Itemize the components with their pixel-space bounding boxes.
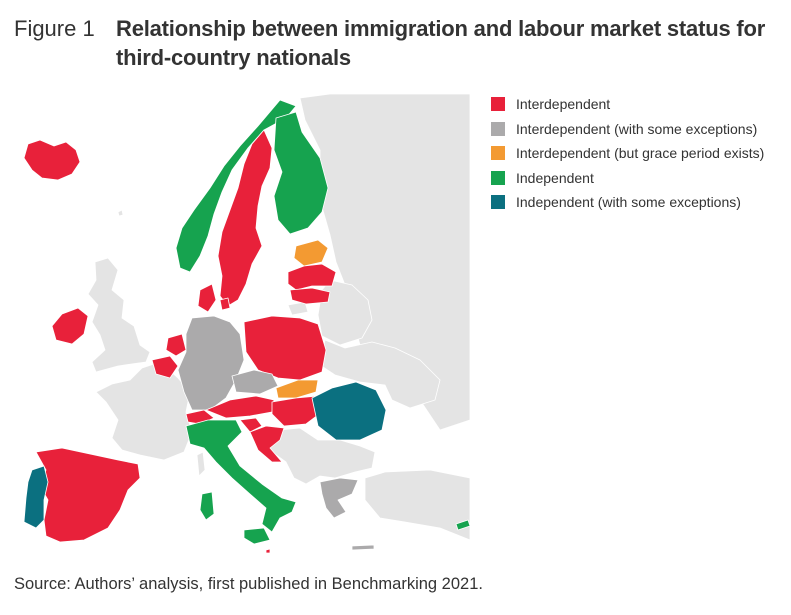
country-latvia xyxy=(287,263,337,291)
country-poland xyxy=(243,315,327,381)
country-germany xyxy=(177,315,245,411)
country-sweden xyxy=(217,129,273,307)
country-spain xyxy=(35,447,141,543)
legend-label: Independent (with some exceptions) xyxy=(516,194,741,211)
country-slovenia xyxy=(239,417,263,433)
legend-swatch xyxy=(491,121,505,136)
region-kaliningrad xyxy=(287,301,309,316)
country-ireland xyxy=(51,307,89,345)
country-denmark xyxy=(197,283,217,313)
legend-item-interdependent-exceptions: Interdependent (with some exceptions) xyxy=(491,117,764,142)
legend-swatch xyxy=(491,97,505,112)
country-denmark-islands xyxy=(219,297,231,311)
legend-label: Interdependent (but grace period exists) xyxy=(516,145,765,162)
country-italy xyxy=(185,419,297,533)
country-iceland xyxy=(23,139,81,181)
country-hungary xyxy=(271,395,323,427)
country-belgium xyxy=(151,355,179,379)
figure-title: Relationship between immigration and lab… xyxy=(116,16,766,70)
country-lithuania xyxy=(289,287,331,305)
figure-label: Figure 1 xyxy=(14,16,95,41)
region-france xyxy=(95,361,193,461)
legend-swatch xyxy=(491,170,505,185)
region-corsica xyxy=(196,451,206,477)
country-italy-sardinia xyxy=(199,491,215,521)
region-turkey xyxy=(364,469,471,541)
country-greece xyxy=(319,477,359,519)
country-cyprus xyxy=(455,519,471,531)
region-faroe xyxy=(117,209,124,217)
country-croatia xyxy=(249,425,285,463)
country-slovakia xyxy=(275,379,319,399)
region-ukraine xyxy=(319,339,441,409)
legend-label: Interdependent (with some exceptions) xyxy=(516,120,758,137)
legend-item-interdependent: Interdependent xyxy=(491,92,764,117)
country-malta xyxy=(265,548,271,554)
source-note: Source: Authors’ analysis, first publish… xyxy=(14,575,483,593)
legend-label: Independent xyxy=(516,169,594,186)
legend-swatch xyxy=(491,146,505,161)
legend-item-grace-period: Interdependent (but grace period exists) xyxy=(491,141,764,166)
legend-item-independent-exceptions: Independent (with some exceptions) xyxy=(491,190,764,215)
country-estonia xyxy=(293,239,329,267)
map-legend: Interdependent Interdependent (with some… xyxy=(491,92,764,215)
country-italy-sicily xyxy=(243,527,271,545)
region-uk xyxy=(87,257,151,373)
country-czechia xyxy=(231,369,279,395)
legend-swatch xyxy=(491,195,505,210)
country-netherlands xyxy=(165,333,187,357)
country-romania xyxy=(311,381,387,441)
region-balkans xyxy=(259,427,376,485)
legend-item-independent: Independent xyxy=(491,166,764,191)
legend-label: Interdependent xyxy=(516,96,611,113)
country-finland xyxy=(273,111,329,235)
country-portugal xyxy=(23,465,49,529)
country-greece-crete xyxy=(351,544,375,551)
